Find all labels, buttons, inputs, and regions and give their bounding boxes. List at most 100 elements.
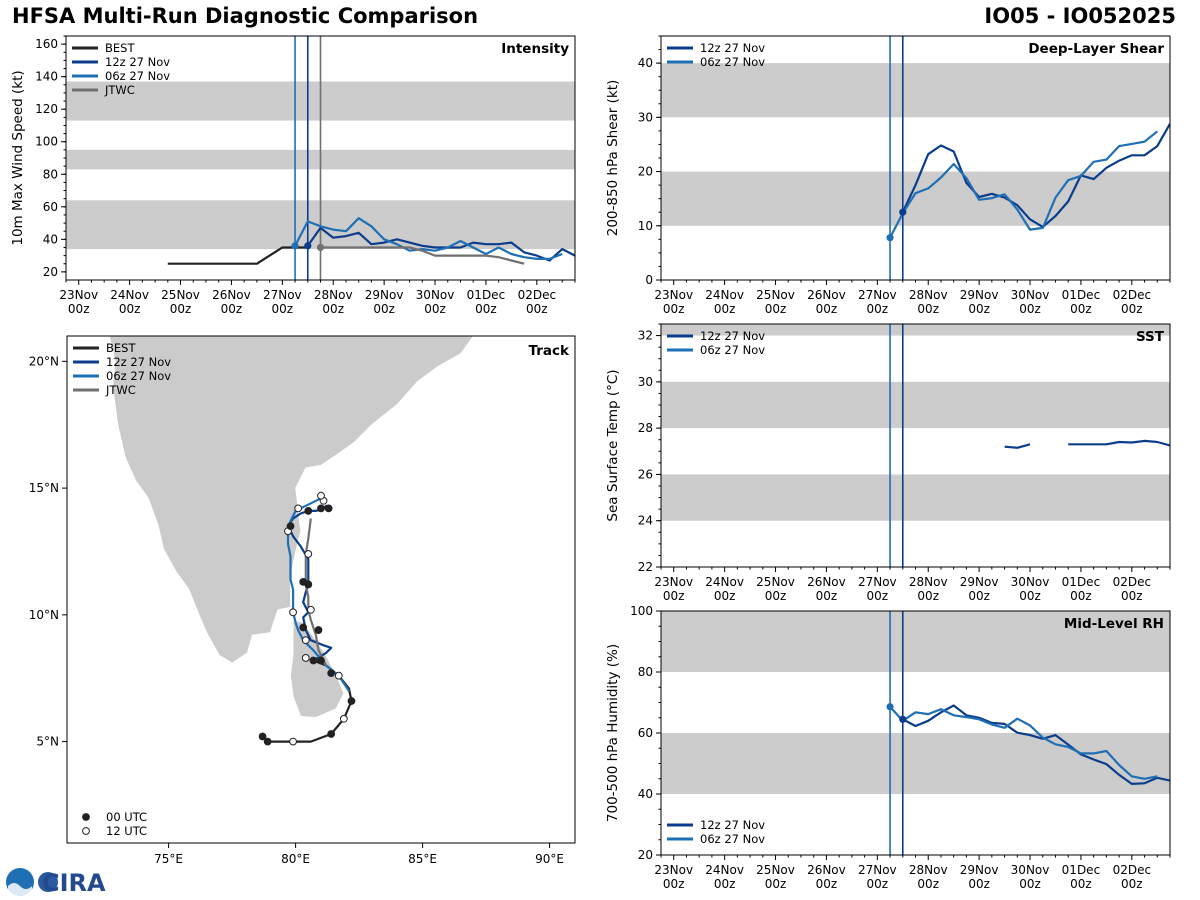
intensity-series-12z-27-nov [306,226,575,262]
track-legend-label-06z-27-nov: 06z 27 Nov [106,369,171,383]
sst-xtick-label: 29Nov [960,575,999,589]
track-point-00utc [327,669,336,678]
rh-xtick-label: 23Nov [654,863,693,877]
panel-intensity: 23Nov00z24Nov00z25Nov00z26Nov00z27Nov00z… [10,35,576,316]
shear-ytick-label: 30 [638,110,653,124]
rh-xtick-label: 00z [765,877,787,891]
marker-legend-filled-icon [82,813,90,821]
rh-xtick-label: 00z [968,877,990,891]
sst-xtick-label: 24Nov [705,575,744,589]
rh-xtick-label: 25Nov [756,863,795,877]
shear-xtick-label: 00z [1121,302,1143,316]
sst-xtick-label: 27Nov [858,575,897,589]
sst-ytick-label: 28 [638,421,653,435]
track-point-00utc [317,656,325,665]
track-point-12utc [301,636,310,645]
landmass-sri-lanka [290,619,345,718]
intensity-xtick-label: 00z [424,302,446,316]
shear-xtick-label: 00z [714,302,736,316]
track-point-00utc [314,626,323,634]
panel-shear: 23Nov00z24Nov00z25Nov00z26Nov00z27Nov00z… [605,35,1171,316]
shear-ytick-label: 40 [638,56,653,70]
rh-xtick-label: 00z [816,877,838,891]
sst-xtick-label: 30Nov [1011,575,1050,589]
track-frame [66,335,576,844]
intensity-title: Intensity [501,41,569,57]
figure-title: HFSA Multi-Run Diagnostic Comparison [12,4,479,28]
rh-xtick-label: 00z [917,877,939,891]
panel-track: 75°E 80°E 85°E 90°E 5°N 10°N 15°N 20°N Track BEST… [29,335,576,866]
shear-xtick-label: 27Nov [858,288,897,302]
intensity-xtick-label: 00z [475,302,497,316]
shear-xtick-label: 23Nov [654,288,693,302]
shear-xtick-label: 26Nov [807,288,846,302]
rh-band-1 [661,611,1170,672]
intensity-legend-label-06z-27-nov: 06z 27 Nov [105,69,170,83]
rh-band-0 [661,733,1170,794]
shear-xtick-label: 00z [917,302,939,316]
track-ytick-label: 5°N [36,735,59,749]
rh-series-12z-27-nov [902,704,1170,785]
shear-xtick-label: 28Nov [909,288,948,302]
intensity-xtick-label: 27Nov [263,288,302,302]
intensity-ytick-label: 140 [35,70,58,84]
intensity-ytick-label: 20 [43,265,58,279]
sst-xtick-label: 25Nov [756,575,795,589]
track-ytick-label: 10°N [29,608,59,622]
marker-legend-open-icon [82,827,90,835]
intensity-init-marker-jtwc [316,243,325,252]
intensity-ytick-label: 100 [35,135,58,149]
intensity-xtick-label: 30Nov [416,288,455,302]
track-point-00utc [304,507,313,515]
sst-band-0 [661,474,1170,521]
sst-ytick-label: 26 [638,467,653,481]
sst-xtick-label: 00z [816,589,838,603]
shear-title: Deep-Layer Shear [1028,41,1164,57]
intensity-xtick-label: 00z [373,302,395,316]
shear-series-06z-27-nov [889,130,1158,239]
sst-band-1 [661,381,1170,429]
logo-text: CIRA [42,869,106,897]
intensity-legend-label-jtwc: JTWC [104,83,135,97]
rh-xtick-label: 00z [867,877,889,891]
rh-ytick-label: 80 [638,665,653,679]
intensity-series-06z-27-nov [294,217,563,260]
shear-xtick-label: 00z [867,302,889,316]
shear-xtick-label: 01Dec [1062,288,1101,302]
rh-ytick-label: 20 [638,848,653,862]
shear-band-1 [661,63,1170,118]
shear-legend-label-06z-27-nov: 06z 27 Nov [700,55,765,69]
shear-xtick-label: 00z [663,302,685,316]
panel-sst: 23Nov00z24Nov00z25Nov00z26Nov00z27Nov00z… [605,323,1171,603]
shear-xtick-label: 02Dec [1113,288,1152,302]
intensity-ytick-label: 120 [35,102,58,116]
sst-frame [660,323,1171,568]
rh-legend-label-06z-27-nov: 06z 27 Nov [700,832,765,846]
track-point-12utc [339,714,348,723]
sst-ytick-label: 30 [638,375,653,389]
sst-xtick-label: 00z [765,589,787,603]
shear-plot-area [661,36,1170,280]
intensity-legend-label-best: BEST [105,41,135,55]
intensity-series-best [167,246,308,265]
intensity-xtick-label: 00z [68,302,90,316]
sst-xtick-label: 00z [968,589,990,603]
rh-ytick-label: 100 [630,604,653,618]
sst-ytick-label: 24 [638,514,653,528]
sst-xtick-label: 00z [1019,589,1041,603]
intensity-init-marker-run06z [291,242,299,250]
shear-xtick-label: 30Nov [1011,288,1050,302]
shear-series-12z-27-nov [901,123,1170,228]
sst-xtick-label: 00z [1070,589,1092,603]
intensity-xtick-label: 00z [272,302,294,316]
track-point-12utc [294,504,303,513]
sst-ytick-label: 22 [638,560,653,574]
rh-xtick-label: 00z [714,877,736,891]
rh-xtick-label: 27Nov [858,863,897,877]
track-series-06z-27-nov [286,493,350,692]
rh-xtick-label: 00z [663,877,685,891]
